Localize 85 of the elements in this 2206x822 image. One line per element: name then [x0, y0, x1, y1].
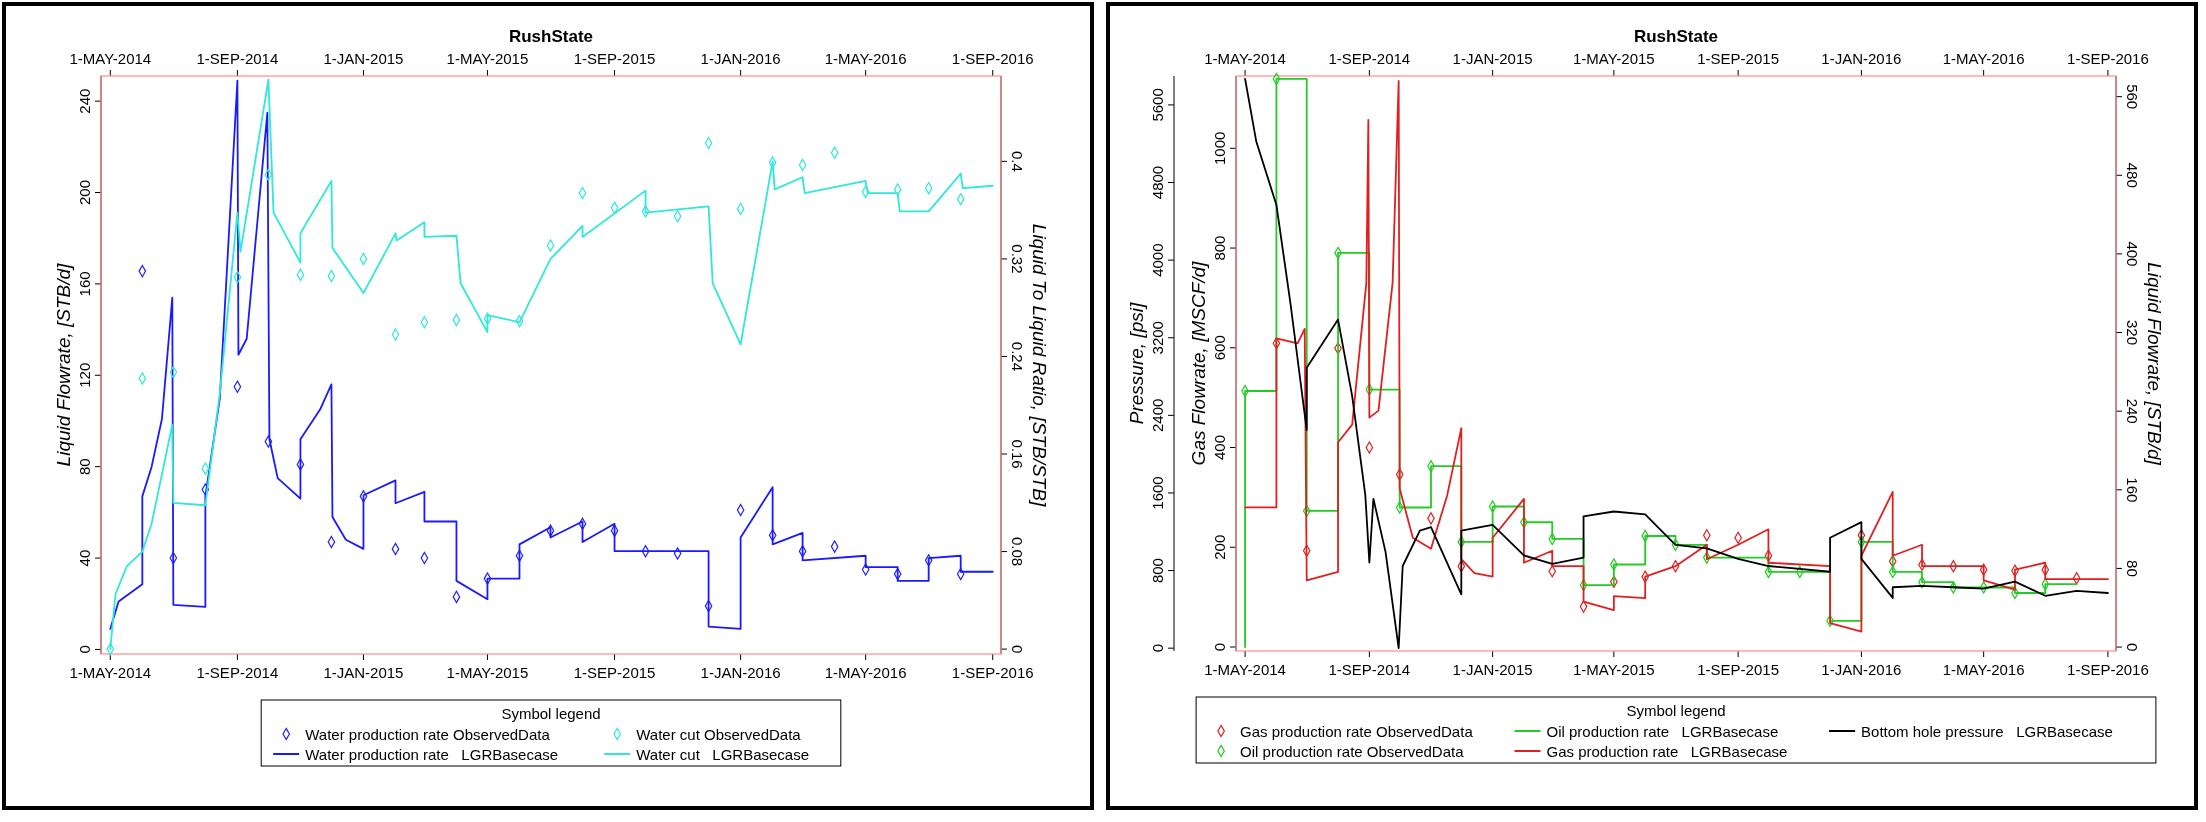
x-tick-label: 1-SEP-2014: [196, 49, 279, 67]
y-tick-label: 200: [76, 180, 94, 206]
x2-tick-label: 1-MAY-2015: [1573, 660, 1655, 678]
x-tick-label: 1-SEP-2016: [951, 49, 1034, 67]
y3-tick-label: 5600: [1149, 88, 1167, 122]
x-tick-label: 1-MAY-2016: [1942, 49, 2025, 67]
y-tick-label: 120: [76, 362, 94, 388]
y-tick-label: 240: [76, 88, 94, 114]
y3-tick-label: 2400: [1149, 398, 1167, 433]
y2-tick-label: 0.4: [1008, 150, 1026, 172]
x-tick-label: 1-SEP-2016: [2067, 49, 2149, 67]
y2-tick-label: 0.32: [1008, 244, 1026, 274]
x-tick-label: 1-MAY-2015: [446, 49, 529, 67]
y3-tick-label: 800: [1149, 558, 1167, 584]
y-tick-label: 1000: [1211, 131, 1229, 165]
y2-axis-title: Liquid Flowrate, [STB/d]: [2143, 262, 2165, 466]
x-tick-label: 1-MAY-2014: [69, 49, 152, 67]
chart-title: RushState: [508, 26, 594, 46]
x2-tick-label: 1-SEP-2016: [951, 663, 1034, 681]
x-tick-label: 1-MAY-2015: [1573, 49, 1655, 67]
y3-tick-label: 3200: [1149, 321, 1167, 355]
y2-tick-label: 80: [2123, 560, 2141, 577]
y-tick-label: 800: [1211, 235, 1229, 261]
legend-label: Water production rate ObservedData: [305, 725, 551, 743]
y-tick-label: 0: [1211, 642, 1229, 652]
y3-axis-title: Pressure, [psi]: [1125, 302, 1147, 425]
legend-label: Oil production rate ObservedData: [1240, 742, 1465, 760]
legend-label: Water production rate LGRBasecase: [305, 745, 559, 763]
y-tick-label: 0: [76, 645, 94, 654]
x2-tick-label: 1-MAY-2015: [446, 663, 529, 681]
y-axis-title: Liquid Flowrate, [STB/d]: [52, 262, 74, 467]
x2-tick-label: 1-MAY-2016: [824, 663, 907, 681]
x2-tick-label: 1-JAN-2016: [1821, 660, 1902, 678]
x2-tick-label: 1-SEP-2014: [1328, 660, 1411, 678]
legend-label: Water cut LGRBasecase: [636, 745, 810, 763]
y2-tick-label: 320: [2123, 320, 2141, 346]
x2-tick-label: 1-MAY-2014: [69, 663, 152, 681]
y-axis-title: Gas Flowrate, [MSCF/d]: [1187, 260, 1209, 466]
y2-tick-label: 400: [2123, 241, 2141, 267]
legend-title: Symbol legend: [501, 704, 601, 722]
x-tick-label: 1-SEP-2014: [1328, 49, 1411, 67]
y2-tick-label: 480: [2123, 162, 2141, 188]
x-tick-label: 1-MAY-2016: [824, 49, 907, 67]
x-tick-label: 1-JAN-2016: [700, 49, 781, 67]
y2-tick-label: 0: [2123, 642, 2141, 652]
y2-tick-label: 240: [2123, 398, 2141, 424]
x2-tick-label: 1-MAY-2014: [1204, 660, 1286, 678]
y3-tick-label: 1600: [1149, 476, 1167, 510]
y3-tick-label: 0: [1149, 644, 1167, 653]
y-tick-label: 40: [76, 549, 94, 567]
x-tick-label: 1-JAN-2015: [1452, 49, 1533, 67]
y3-tick-label: 4800: [1149, 165, 1167, 200]
y2-tick-label: 160: [2123, 477, 2141, 503]
y-tick-label: 200: [1211, 534, 1229, 560]
y3-tick-label: 4000: [1149, 243, 1167, 277]
x-tick-label: 1-JAN-2016: [1821, 49, 1902, 67]
x2-tick-label: 1-JAN-2015: [1452, 660, 1533, 678]
legend-label: Gas production rate LGRBasecase: [1546, 742, 1788, 760]
x-tick-label: 1-SEP-2015: [573, 49, 656, 67]
legend-label: Bottom hole pressure LGRBasecase: [1861, 722, 2113, 740]
x-tick-label: 1-MAY-2014: [1204, 49, 1286, 67]
y-tick-label: 400: [1211, 435, 1229, 461]
legend-label: Oil production rate LGRBasecase: [1546, 722, 1779, 740]
y2-tick-label: 0.16: [1008, 439, 1026, 469]
x2-tick-label: 1-MAY-2016: [1942, 660, 2025, 678]
y-tick-label: 600: [1211, 335, 1229, 361]
y2-tick-label: 0.08: [1008, 536, 1026, 567]
y-tick-label: 160: [76, 271, 94, 297]
y2-tick-label: 0.24: [1008, 341, 1026, 372]
legend-label: Water cut ObservedData: [636, 725, 802, 743]
x-tick-label: 1-SEP-2015: [1697, 49, 1779, 67]
y2-tick-label: 560: [2123, 84, 2141, 110]
y2-axis-title: Liquid To Liquid Ratio, [STB/STB]: [1028, 223, 1050, 507]
x2-tick-label: 1-SEP-2015: [1697, 660, 1779, 678]
y-tick-label: 80: [76, 458, 94, 476]
x2-tick-label: 1-SEP-2014: [196, 663, 279, 681]
y2-tick-label: 0: [1008, 644, 1026, 654]
x2-tick-label: 1-SEP-2015: [573, 663, 656, 681]
chart-title: RushState: [1633, 26, 1719, 46]
legend-label: Gas production rate ObservedData: [1240, 722, 1474, 740]
x2-tick-label: 1-JAN-2016: [700, 663, 781, 681]
legend-title: Symbol legend: [1626, 701, 1726, 719]
x2-tick-label: 1-JAN-2015: [323, 663, 404, 681]
x2-tick-label: 1-SEP-2016: [2067, 660, 2149, 678]
x-tick-label: 1-JAN-2015: [323, 49, 404, 67]
